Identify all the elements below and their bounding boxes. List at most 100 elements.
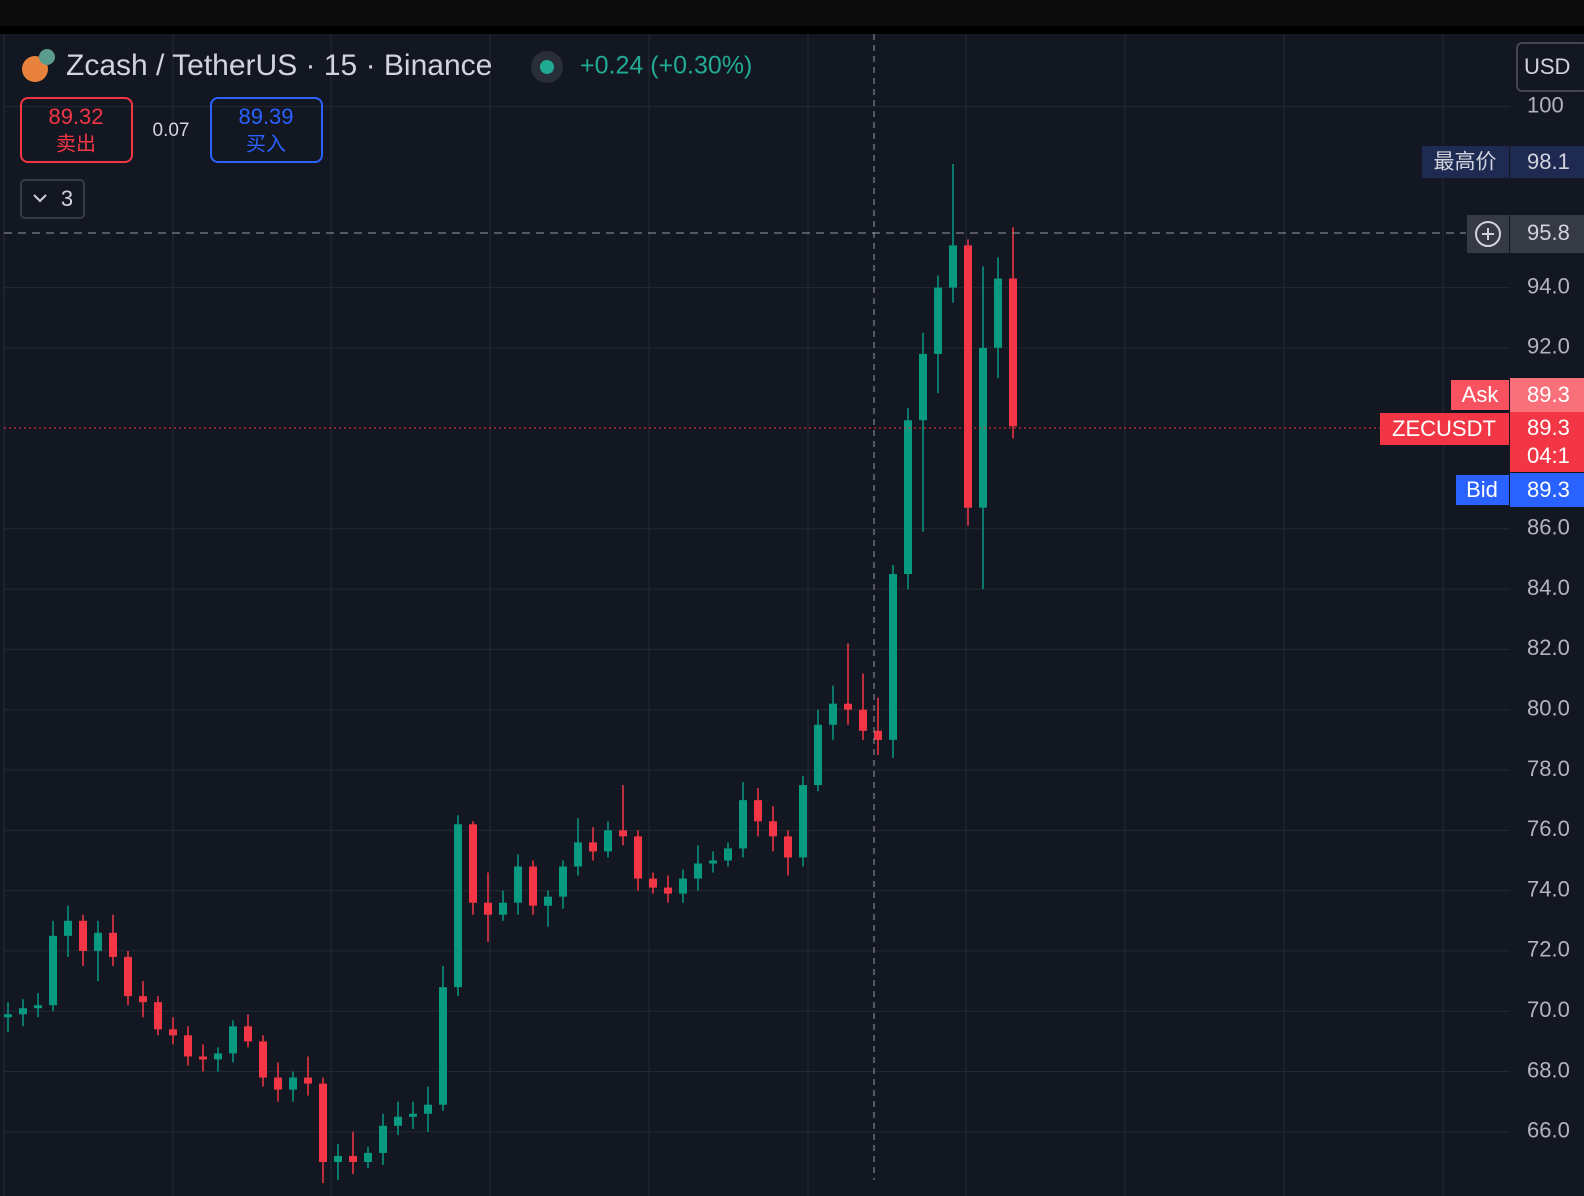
candles	[4, 163, 1017, 1184]
candle-body	[694, 863, 702, 879]
high-price: 98.1	[1527, 149, 1570, 174]
y-tick-label: 86.0	[1527, 515, 1570, 540]
candle-body	[124, 956, 132, 997]
candle-body	[604, 830, 612, 852]
indicator-count[interactable]: 3	[61, 186, 73, 211]
candle-body	[829, 703, 837, 725]
bid-price: 89.3	[1527, 477, 1570, 502]
market-status	[540, 60, 554, 74]
candle-body	[469, 824, 477, 903]
candle-body	[529, 866, 537, 906]
candle-body	[214, 1053, 222, 1060]
candle-body	[634, 836, 642, 879]
toolbar-gap	[0, 26, 1584, 34]
candle-body	[559, 866, 567, 897]
y-tick-label: 82.0	[1527, 635, 1570, 660]
crosshair-plus[interactable]	[1475, 221, 1501, 247]
candle-body	[319, 1083, 327, 1162]
candle-body	[4, 1014, 12, 1018]
symbol-title: Zcash / TetherUS · 15 · Binance	[66, 49, 492, 82]
candle-body	[409, 1113, 417, 1117]
y-tick-label: 92.0	[1527, 334, 1570, 359]
high-label: 最高价	[1434, 151, 1497, 174]
buy-button[interactable]	[210, 97, 323, 163]
buy-label[interactable]: 买入	[246, 133, 286, 155]
candle-body	[949, 245, 957, 288]
y-tick-label: 72.0	[1527, 937, 1570, 962]
candle-body	[154, 1002, 162, 1030]
symbol-label-bg	[1380, 413, 1509, 445]
candle-body	[1009, 278, 1017, 427]
candle-body	[844, 703, 852, 710]
y-tick-label: 84.0	[1527, 575, 1570, 600]
candle-body	[349, 1155, 357, 1162]
ask-label-bg	[1451, 380, 1509, 410]
candle-body	[814, 724, 822, 786]
candle-body	[664, 887, 672, 894]
price-change: +0.24 (+0.30%)	[580, 52, 752, 80]
high-label-bg	[1422, 146, 1509, 178]
spread: 0.07	[153, 120, 190, 141]
candle-body	[229, 1026, 237, 1054]
indicator-toggle[interactable]	[20, 179, 85, 219]
candle-body	[289, 1077, 297, 1090]
price-axis-labels: 66.0 68.0 70.0 72.0 74.0 76.0 78.0 80.0 82.0 84.0…	[1527, 92, 1570, 1142]
candle-body	[499, 902, 507, 915]
bid-price-bg	[1510, 473, 1584, 507]
high-price-bg	[1510, 146, 1584, 178]
ask-price-bg	[1510, 378, 1584, 412]
candle-body	[439, 987, 447, 1105]
candle-body	[859, 709, 867, 731]
ask-price: 89.3	[1527, 382, 1570, 407]
candle-body	[889, 574, 897, 740]
crosshair-price: 95.8	[1527, 220, 1570, 245]
candle-body	[754, 800, 762, 822]
candle-body	[739, 800, 747, 849]
exchange-icon	[39, 49, 55, 65]
bid-label-bg	[1456, 475, 1509, 505]
candle-body	[109, 932, 117, 957]
candle-body	[799, 785, 807, 858]
y-tick-label: 74.0	[1527, 876, 1570, 901]
chevron	[33, 194, 47, 203]
candle-body	[619, 830, 627, 837]
candle-body	[79, 920, 87, 951]
candle-body	[94, 932, 102, 951]
candle-body	[769, 821, 777, 837]
candle-body	[919, 353, 927, 421]
candle-body	[259, 1041, 267, 1078]
candle-body	[934, 287, 942, 354]
top-toolbar	[0, 0, 1584, 26]
y-tick-label: 80.0	[1527, 696, 1570, 721]
candle-body	[19, 1008, 27, 1015]
currency-button[interactable]	[1516, 42, 1584, 92]
candle-body	[964, 245, 972, 508]
candle-body	[34, 1005, 42, 1009]
plus-sign	[1482, 228, 1494, 240]
currency[interactable]: USD	[1524, 54, 1570, 79]
candle-body	[709, 860, 717, 864]
candle-body	[424, 1104, 432, 1114]
y-tick-label: 94.0	[1527, 273, 1570, 298]
sell-label[interactable]: 卖出	[56, 132, 96, 155]
y-tick-label: 68.0	[1527, 1057, 1570, 1082]
candle-body	[184, 1035, 192, 1057]
ask-label: Ask	[1462, 382, 1500, 407]
candle-body	[364, 1152, 372, 1162]
candle-body	[304, 1077, 312, 1084]
sell-price[interactable]: 89.32	[48, 104, 103, 129]
last-price: 89.3	[1527, 415, 1570, 440]
candle-body	[544, 896, 552, 906]
candle-body	[244, 1026, 252, 1042]
candle-body	[904, 420, 912, 575]
candle-body	[199, 1056, 207, 1060]
candle-body	[394, 1116, 402, 1126]
sell-button[interactable]	[20, 97, 133, 163]
buy-price[interactable]: 89.39	[238, 104, 293, 129]
y-tick-label: 70.0	[1527, 997, 1570, 1022]
candle-body	[649, 878, 657, 888]
candle-body	[589, 842, 597, 852]
candle-body	[379, 1125, 387, 1153]
